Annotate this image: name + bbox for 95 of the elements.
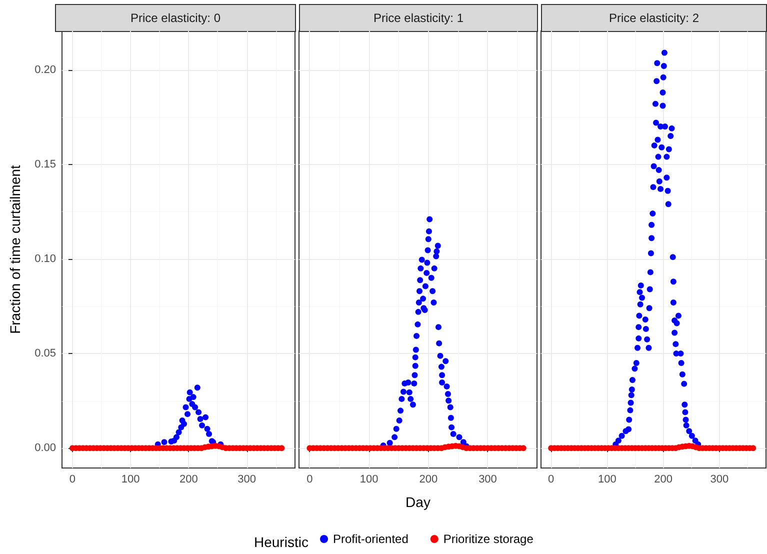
point <box>448 414 454 421</box>
point <box>416 288 422 294</box>
point <box>202 414 209 420</box>
x-tick-label: 0 <box>306 474 313 486</box>
x-tick-label: 100 <box>121 474 140 486</box>
point <box>184 411 191 418</box>
point <box>431 265 438 272</box>
y-axis-title: Fraction of time curtailment <box>7 164 23 334</box>
point <box>392 434 398 440</box>
point <box>438 364 444 370</box>
x-axis-title: Day <box>406 494 430 510</box>
point <box>435 324 442 330</box>
x-tick-label: 300 <box>478 474 497 486</box>
point <box>444 383 450 390</box>
point <box>428 274 434 281</box>
point <box>437 352 444 359</box>
point <box>396 418 402 424</box>
y-tick-label: 0.10 <box>34 252 56 265</box>
point <box>412 362 418 369</box>
point <box>176 429 182 436</box>
point <box>400 388 406 395</box>
x-tick-label: 200 <box>179 474 198 486</box>
x-tick-label: 100 <box>598 474 616 486</box>
point <box>405 379 412 386</box>
point <box>422 283 428 290</box>
point <box>444 391 451 398</box>
point <box>204 426 210 432</box>
point <box>439 379 446 386</box>
point <box>190 394 196 400</box>
x-tick-label: 100 <box>360 474 378 486</box>
point <box>436 340 442 346</box>
y-tick-label: 0.20 <box>34 64 56 76</box>
x-tick-label: 300 <box>710 474 729 486</box>
point <box>420 296 426 302</box>
point <box>433 253 440 260</box>
point <box>412 346 419 353</box>
point <box>434 248 440 254</box>
point <box>412 354 418 360</box>
y-tick-label: 0.00 <box>34 442 56 454</box>
point <box>414 332 420 339</box>
point <box>439 372 446 378</box>
point <box>182 404 189 410</box>
point <box>197 416 204 422</box>
legend-title: Heuristic <box>254 534 308 550</box>
x-tick-label: 300 <box>238 474 256 486</box>
point <box>161 439 168 446</box>
point <box>397 408 404 414</box>
y-tick-label: 0.05 <box>34 348 56 360</box>
point <box>425 236 432 242</box>
point <box>206 430 212 437</box>
point <box>447 404 454 410</box>
point <box>186 389 193 396</box>
point <box>192 404 198 410</box>
point <box>426 216 433 222</box>
point <box>393 426 400 432</box>
point <box>426 228 432 234</box>
point <box>406 389 412 396</box>
point <box>424 270 430 276</box>
point <box>456 434 462 440</box>
point <box>424 247 431 254</box>
point <box>430 299 437 306</box>
y-tick-label: 0.15 <box>34 158 56 170</box>
chart-title: Price elasticity: 0 <box>130 11 221 25</box>
point <box>398 396 405 402</box>
point <box>415 308 422 315</box>
chart-title: Price elasticity: 2 <box>608 11 700 25</box>
point <box>196 409 202 416</box>
point <box>416 299 422 306</box>
point <box>418 265 424 272</box>
point <box>199 422 206 428</box>
point <box>417 277 424 284</box>
point <box>412 372 418 378</box>
point <box>446 398 452 404</box>
point <box>194 384 200 391</box>
point <box>173 434 180 440</box>
point <box>411 380 418 386</box>
point <box>430 288 436 294</box>
x-tick-label: 200 <box>419 474 438 486</box>
point <box>181 420 188 427</box>
point <box>450 430 456 437</box>
legend-label: Prioritize storage <box>443 532 534 546</box>
point <box>442 358 449 364</box>
x-tick-label: 0 <box>69 474 76 486</box>
x-tick-label: 0 <box>548 474 554 486</box>
legend-label: Profit-oriented <box>333 532 408 546</box>
chart-title: Price elasticity: 1 <box>373 11 464 25</box>
point <box>434 242 441 249</box>
point <box>386 440 393 446</box>
point <box>418 256 425 263</box>
point <box>414 321 421 328</box>
point <box>424 260 430 266</box>
point <box>410 402 416 408</box>
point <box>408 396 414 402</box>
point <box>448 424 455 430</box>
x-tick-label: 200 <box>654 474 672 486</box>
